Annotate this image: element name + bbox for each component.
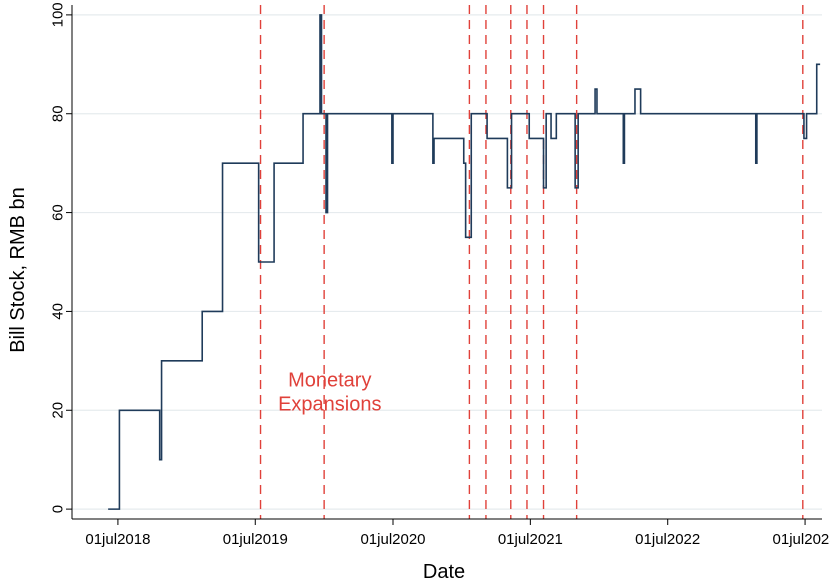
axes: 0 20 40 60 80 100 01jul2018 01jul2019 01jul2020 0… xyxy=(49,2,830,548)
x-tick-label-4: 01jul2022 xyxy=(635,531,700,548)
annotation-line-1: Expansions xyxy=(278,393,381,415)
annotation-monetary-expansions: Monetary Expansions xyxy=(278,369,381,415)
x-tick-label-3: 01jul2021 xyxy=(498,531,563,548)
y-axis-title: Bill Stock, RMB bn xyxy=(7,187,29,353)
y-tick-label-80: 80 xyxy=(49,105,66,122)
x-tick-label-5: 01jul2023 xyxy=(773,531,830,548)
x-axis-title: Date xyxy=(423,561,465,583)
y-tick-label-0: 0 xyxy=(49,505,66,513)
y-tick-label-60: 60 xyxy=(49,204,66,221)
y-tick-label-100: 100 xyxy=(49,2,66,27)
x-tick-label-0: 01jul2018 xyxy=(85,531,150,548)
y-tick-label-40: 40 xyxy=(49,303,66,320)
gridlines xyxy=(72,14,822,510)
x-tick-label-2: 01jul2020 xyxy=(360,531,425,548)
x-tick-label-1: 01jul2019 xyxy=(223,531,288,548)
series-layer xyxy=(108,14,821,510)
series-line-0 xyxy=(108,14,821,510)
annotation-line-0: Monetary xyxy=(288,369,371,391)
y-tick-label-20: 20 xyxy=(49,402,66,419)
